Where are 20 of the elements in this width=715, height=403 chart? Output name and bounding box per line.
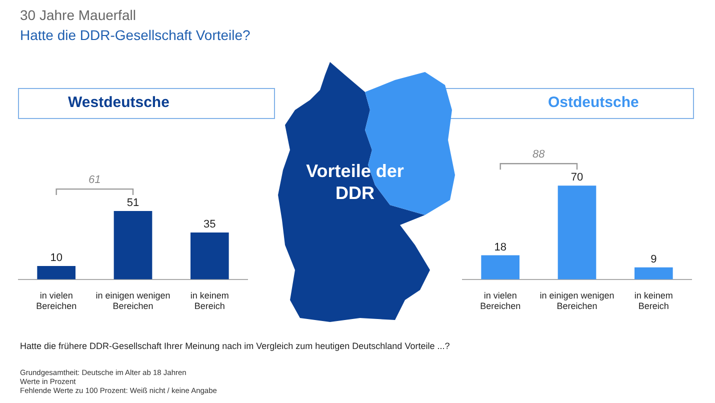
text: Hatte die frühere DDR-Gesellschaft Ihrer Meinung nach im Vergleich zum heutigen Deutschland Vorteile ...? — [20, 341, 450, 351]
text: Vorteile der DDR — [305, 160, 405, 204]
x-tick-label: in keinem Bereich — [190, 290, 229, 312]
text: Hatte die DDR-Gesellschaft Vorteile? — [20, 27, 250, 43]
x-tick-label: in einigen wenigen Bereichen — [540, 290, 614, 312]
text: 30 Jahre Mauerfall — [20, 7, 136, 23]
chart-title: Ostdeutsche — [548, 94, 639, 111]
data-label: 9 — [650, 253, 657, 266]
x-tick-label: in vielen Bereichen — [36, 290, 77, 312]
x-tick-label: in keinem Bereich — [634, 290, 673, 312]
data-label: 35 — [204, 218, 216, 230]
data-label: 10 — [50, 252, 62, 264]
text: 88 — [532, 148, 546, 161]
data-label: 70 — [570, 172, 584, 184]
chart-title: Westdeutsche — [68, 94, 170, 111]
data-label: 51 — [126, 197, 140, 210]
data-label: 18 — [494, 241, 506, 254]
x-tick-label: in vielen Bereichen — [480, 290, 521, 312]
x-tick-label: in einigen wenigen Bereichen — [96, 290, 170, 312]
text: 61 — [88, 174, 101, 186]
